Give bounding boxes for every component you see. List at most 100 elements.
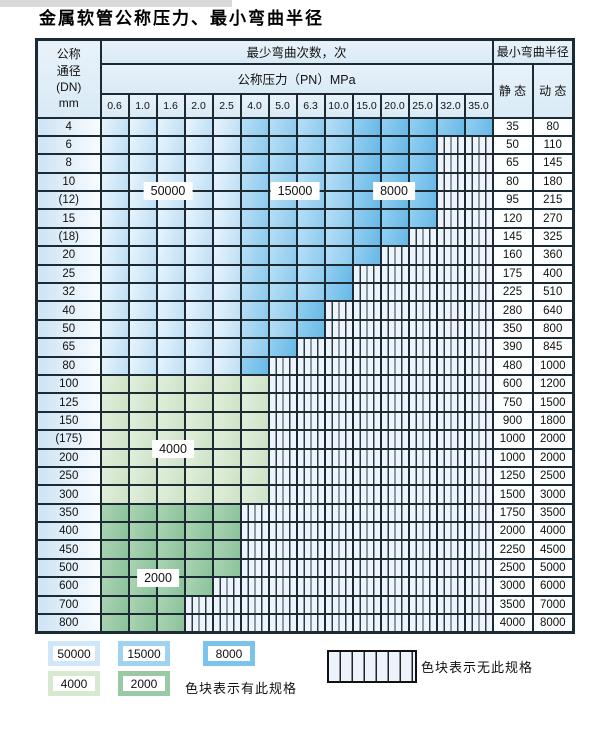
spec-cell <box>239 245 270 266</box>
no-spec-cell <box>295 337 326 358</box>
spec-cell <box>407 171 438 193</box>
spec-cell <box>239 355 270 376</box>
spec-cell <box>127 613 158 634</box>
dn-cell: 25 <box>35 263 102 285</box>
no-spec-cell <box>435 373 466 395</box>
no-spec-cell <box>435 226 466 248</box>
spec-cell <box>127 337 158 358</box>
spec-cell <box>407 134 438 156</box>
region-label-2000: 2000 <box>137 569 179 587</box>
static-value-cell: 480 <box>491 355 534 376</box>
spec-cell <box>127 116 158 137</box>
spec-cell <box>239 153 270 174</box>
spec-cell <box>183 410 214 432</box>
spec-cell <box>267 245 298 266</box>
spec-cell <box>127 190 158 211</box>
spec-cell <box>211 226 242 248</box>
no-spec-cell <box>407 502 438 524</box>
no-spec-cell <box>351 576 382 597</box>
no-spec-cell <box>435 613 466 634</box>
spec-cell <box>211 539 242 560</box>
dynamic-value-cell: 4500 <box>531 539 575 560</box>
no-spec-cell <box>463 447 494 468</box>
spec-cell <box>211 355 242 376</box>
no-spec-cell <box>351 539 382 560</box>
no-spec-cell <box>435 521 466 542</box>
static-value-cell: 145 <box>491 226 534 248</box>
no-spec-cell <box>407 392 438 413</box>
spec-cell <box>379 208 410 229</box>
no-spec-cell <box>351 337 382 358</box>
table-row-dn-700: 700 3500 7000 <box>35 594 575 616</box>
no-spec-cell <box>323 337 354 358</box>
no-spec-cell <box>267 355 298 376</box>
static-value-cell: 390 <box>491 337 534 358</box>
table-row-dn-65: 65 390 845 <box>35 337 575 358</box>
no-spec-cell <box>407 484 438 505</box>
no-spec-cell <box>435 263 466 285</box>
no-spec-cell <box>267 373 298 395</box>
table-row-dn-40: 40 280 640 <box>35 300 575 321</box>
static-value-cell: 65 <box>491 153 534 174</box>
no-spec-cell <box>351 281 382 303</box>
no-spec-cell <box>351 613 382 634</box>
spec-cell <box>99 190 130 211</box>
legend-row-1: 色块表示无此规格 50000 15000 8000 <box>0 641 600 686</box>
spec-cell <box>295 116 326 137</box>
no-spec-cell <box>435 355 466 376</box>
no-spec-cell <box>267 410 298 432</box>
spec-cell <box>183 281 214 303</box>
dynamic-value-cell: 400 <box>531 263 575 285</box>
no-spec-cell <box>379 355 410 376</box>
no-spec-cell <box>351 373 382 395</box>
spec-cell <box>155 134 186 156</box>
spec-cell <box>99 484 130 505</box>
table-row-dn-175: (175) 1000 2000 <box>35 429 575 450</box>
no-spec-cell <box>463 263 494 285</box>
no-spec-cell <box>435 465 466 487</box>
no-spec-cell <box>379 447 410 468</box>
spec-cell <box>99 208 130 229</box>
spec-cell <box>99 502 130 524</box>
pressure-value-header: 1.6 <box>155 92 186 119</box>
no-spec-cell <box>323 502 354 524</box>
no-spec-cell <box>379 521 410 542</box>
table-row-dn-80: 80 480 1000 <box>35 355 575 376</box>
dn-cell: 20 <box>35 245 102 266</box>
no-spec-cell <box>379 576 410 597</box>
spec-cell <box>155 465 186 487</box>
spec-cell <box>211 171 242 193</box>
no-spec-cell <box>323 484 354 505</box>
spec-cell <box>155 281 186 303</box>
static-value-cell: 1000 <box>491 429 534 450</box>
legend-item-label: 4000 <box>60 676 88 691</box>
spec-cell <box>295 208 326 229</box>
no-spec-cell <box>379 502 410 524</box>
no-spec-cell <box>351 484 382 505</box>
no-spec-cell <box>435 190 466 211</box>
no-spec-cell <box>211 576 242 597</box>
no-spec-cell <box>379 613 410 634</box>
pressure-value-header: 6.3 <box>295 92 326 119</box>
no-spec-cell <box>295 484 326 505</box>
no-spec-cell <box>407 557 438 579</box>
dynamic-value-cell: 8000 <box>531 613 575 634</box>
dynamic-value-cell: 1500 <box>531 392 575 413</box>
spec-cell <box>183 502 214 524</box>
no-spec-cell <box>463 613 494 634</box>
no-spec-cell <box>435 208 466 229</box>
no-spec-cell <box>323 465 354 487</box>
spec-cell <box>211 502 242 524</box>
dn-cell: 300 <box>35 484 102 505</box>
legend-no-spec-note: 色块表示无此规格 <box>421 660 534 675</box>
spec-table: 公称 通径 (DN) mm 最少弯曲次数，次 最小弯曲半径 公称压力（PN）MPa 静 态动 … <box>35 38 575 634</box>
no-spec-cell <box>435 281 466 303</box>
no-spec-cell <box>267 521 298 542</box>
spec-cell <box>211 263 242 285</box>
dn-header-line: (DN) <box>56 79 82 94</box>
spec-cell <box>155 373 186 395</box>
spec-cell <box>99 300 130 321</box>
spec-cell <box>323 190 354 211</box>
radius-header: 最小弯曲半径 <box>491 38 575 65</box>
pressure-value-header: 4.0 <box>239 92 270 119</box>
